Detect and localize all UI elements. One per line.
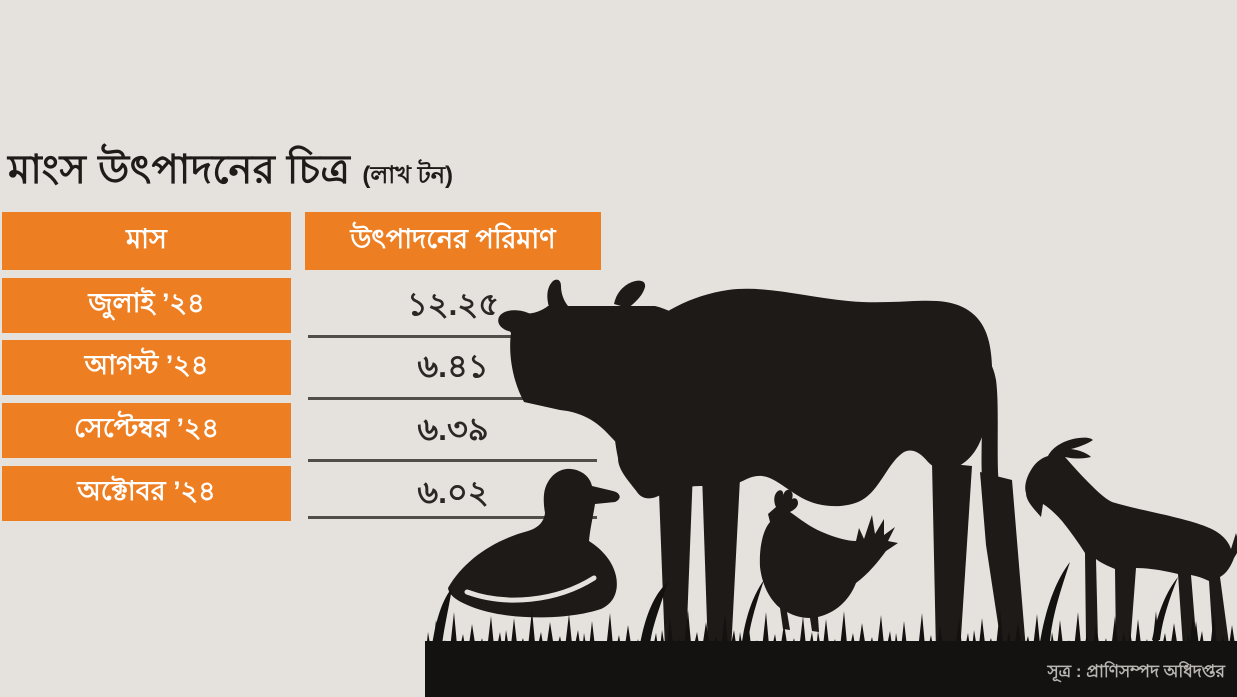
table-row-value: ৬.০২ <box>417 473 489 510</box>
table-row-value: ৬.৪১ <box>417 347 489 384</box>
value-underline <box>308 516 597 519</box>
page-title: মাংস উৎপাদনের চিত্র <box>8 148 351 192</box>
table-row-month: জুলাই ’২৪ <box>2 278 291 333</box>
table-row-month: সেপ্টেম্বর ’২৪ <box>2 403 291 458</box>
table-row-month: অক্টোবর ’২৪ <box>2 466 291 521</box>
title-unit-label: (লাখ টন) <box>362 162 454 189</box>
value-underline <box>308 459 597 462</box>
table-header-month: মাস <box>2 212 291 270</box>
table-header-production: উৎপাদনের পরিমাণ <box>305 212 601 270</box>
goat-silhouette-icon <box>1025 437 1237 648</box>
table-row-value: ১২.২৫ <box>406 285 500 322</box>
table-row-month: আগস্ট ’২৪ <box>2 340 291 395</box>
value-underline <box>308 397 597 400</box>
title-block: মাংস উৎপাদনের চিত্র (লাখ টন) <box>8 138 453 205</box>
value-underline <box>308 335 597 338</box>
source-credit: সূত্র : প্রাণিসম্পদ অধিদপ্তর <box>1047 662 1225 681</box>
table-row-value: ৬.৩৯ <box>417 410 489 447</box>
hen-silhouette-icon <box>759 489 898 632</box>
